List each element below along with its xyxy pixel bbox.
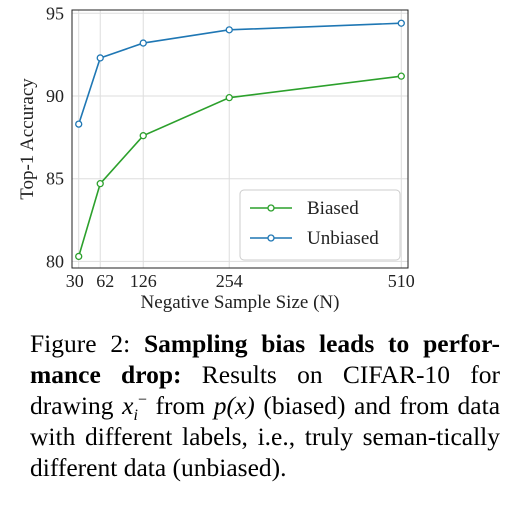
point-unbiased-126 <box>139 39 147 47</box>
math-sup-minus: − <box>137 391 147 409</box>
legend-marker-biased <box>267 204 275 212</box>
y-tick-label-95: 95 <box>46 3 64 23</box>
caption-bold: Sampling bias leads to perfor-mance drop… <box>30 329 500 389</box>
y-tick-label-90: 90 <box>46 86 64 106</box>
y-tick-label-85: 85 <box>46 169 64 189</box>
point-biased-30 <box>75 252 83 261</box>
series-lines <box>75 19 405 261</box>
x-tick-label-126: 126 <box>130 271 157 291</box>
point-biased-126 <box>139 132 147 140</box>
point-biased-254 <box>225 94 233 102</box>
y-axis-label: Top-1 Accuracy <box>17 78 38 200</box>
caption-text-3: (biased) and from data with different la… <box>30 391 501 482</box>
caption-prefix: Figure 2: <box>30 329 131 358</box>
x-tick-label-62: 62 <box>96 271 114 291</box>
point-biased-510 <box>397 72 405 80</box>
legend-label-unbiased: Unbiased <box>307 228 379 249</box>
math-x: x <box>122 391 134 420</box>
grid-lines <box>72 10 408 268</box>
point-unbiased-30 <box>75 120 83 128</box>
x-tick-label-510: 510 <box>388 271 415 291</box>
x-axis-label: Negative Sample Size (N) <box>141 292 340 313</box>
point-unbiased-62 <box>96 54 104 62</box>
plot-frame <box>71 9 409 269</box>
point-unbiased-254 <box>225 26 233 34</box>
figure-caption: Figure 2: Sampling bias leads to perfor-… <box>30 328 500 483</box>
point-unbiased-510 <box>397 19 405 27</box>
legend-label-biased: Biased <box>307 198 359 219</box>
caption-text-2: from <box>155 391 206 420</box>
accuracy-chart: 30 62 126 254 510 80 85 90 95 Negative Sample Si… <box>17 3 415 313</box>
caption-text-1: Results on CIFAR-10 for drawing <box>30 360 501 420</box>
legend-marker-unbiased <box>267 234 275 242</box>
math-sub-i: i <box>133 407 138 425</box>
point-biased-62 <box>96 180 104 188</box>
x-tick-label-254: 254 <box>216 271 243 291</box>
x-tick-label-30: 30 <box>66 271 84 291</box>
legend: Biased Unbiased <box>239 189 401 261</box>
math-px: p(x) <box>213 391 255 420</box>
y-tick-label-80: 80 <box>46 251 64 271</box>
axis-ticks: 30 62 126 254 510 80 85 90 95 <box>46 3 415 291</box>
series-line-unbiased <box>77 22 402 125</box>
